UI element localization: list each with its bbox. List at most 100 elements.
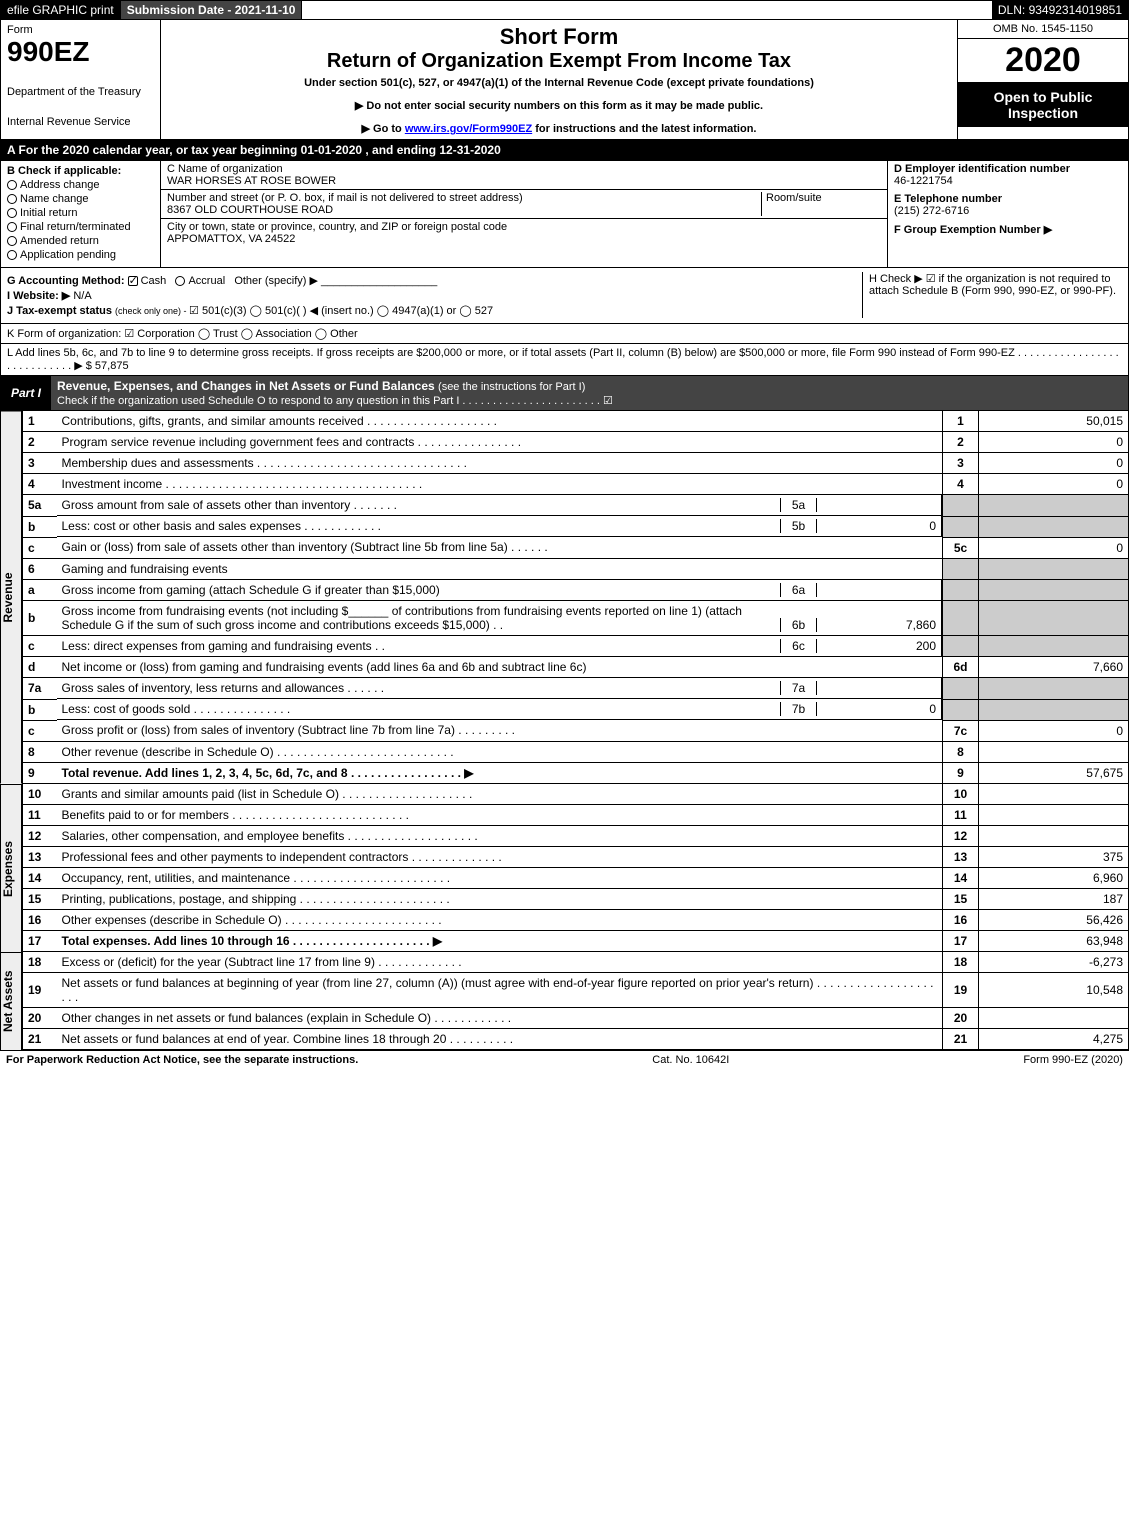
part-i-tag: Part I — [1, 383, 51, 403]
street-value: 8367 OLD COURTHOUSE ROAD — [167, 204, 761, 216]
table-row: 4Investment income . . . . . . . . . . .… — [23, 474, 1129, 495]
table-row: 8Other revenue (describe in Schedule O) … — [23, 741, 1129, 762]
ghij-block: G Accounting Method: Cash Accrual Other … — [0, 268, 1129, 324]
line-i-label: I Website: ▶ — [7, 290, 70, 302]
goto-link-line: ▶ Go to www.irs.gov/Form990EZ for instru… — [169, 122, 949, 135]
box-b-header: B Check if applicable: — [7, 165, 154, 177]
table-row: 13Professional fees and other payments t… — [23, 846, 1129, 867]
table-row: dNet income or (loss) from gaming and fu… — [23, 657, 1129, 678]
chk-final-return[interactable] — [7, 222, 17, 232]
opt-application-pending: Application pending — [20, 249, 116, 261]
submission-date: Submission Date - 2021-11-10 — [121, 1, 303, 19]
dept-treasury: Department of the Treasury — [7, 86, 154, 98]
table-row: bLess: cost or other basis and sales exp… — [23, 516, 1129, 537]
dept-irs: Internal Revenue Service — [7, 116, 154, 128]
table-row: 1Contributions, gifts, grants, and simil… — [23, 411, 1129, 432]
table-row: 12Salaries, other compensation, and empl… — [23, 825, 1129, 846]
form-word: Form — [7, 24, 154, 36]
part-i-header: Part I Revenue, Expenses, and Changes in… — [0, 376, 1129, 411]
table-row: aGross income from gaming (attach Schedu… — [23, 579, 1129, 601]
tel-label: E Telephone number — [894, 193, 1122, 205]
tel-value: (215) 272-6716 — [894, 205, 1122, 217]
opt-amended-return: Amended return — [20, 235, 99, 247]
opt-name-change: Name change — [20, 193, 89, 205]
goto-post: for instructions and the latest informat… — [532, 123, 756, 135]
efile-print-label[interactable]: efile GRAPHIC print — [1, 1, 121, 19]
expenses-table: 10Grants and similar amounts paid (list … — [22, 784, 1129, 952]
pra-notice: For Paperwork Reduction Act Notice, see … — [6, 1054, 358, 1066]
dln-label: DLN: 93492314019851 — [992, 1, 1128, 19]
ein-label: D Employer identification number — [894, 163, 1122, 175]
goto-pre: ▶ Go to — [362, 123, 405, 135]
short-form-title: Short Form — [169, 24, 949, 50]
table-row: 5aGross amount from sale of assets other… — [23, 495, 1129, 517]
table-row: 18Excess or (deficit) for the year (Subt… — [23, 952, 1129, 973]
opt-other: Other (specify) ▶ — [234, 275, 318, 287]
line-a-tax-year: A For the 2020 calendar year, or tax yea… — [0, 140, 1129, 161]
table-row: 3Membership dues and assessments . . . .… — [23, 453, 1129, 474]
table-row: 17Total expenses. Add lines 10 through 1… — [23, 930, 1129, 951]
room-suite-label: Room/suite — [761, 192, 881, 216]
line-k: K Form of organization: ☑ Corporation ◯ … — [0, 324, 1129, 344]
org-name-label: C Name of organization — [167, 163, 881, 175]
cat-number: Cat. No. 10642I — [652, 1054, 729, 1066]
city-value: APPOMATTOX, VA 24522 — [167, 233, 881, 245]
street-label: Number and street (or P. O. box, if mail… — [167, 192, 761, 204]
table-row: 11Benefits paid to or for members . . . … — [23, 804, 1129, 825]
netassets-side-label: Net Assets — [0, 952, 22, 1050]
chk-amended-return[interactable] — [7, 236, 17, 246]
form-header: Form 990EZ Department of the Treasury In… — [0, 20, 1129, 140]
ssn-warning: ▶ Do not enter social security numbers o… — [169, 99, 949, 112]
tax-year: 2020 — [958, 39, 1128, 83]
line-g-label: G Accounting Method: — [7, 275, 125, 287]
website-value: N/A — [73, 290, 91, 302]
part-i-title: Revenue, Expenses, and Changes in Net As… — [57, 379, 438, 393]
table-row: 14Occupancy, rent, utilities, and mainte… — [23, 867, 1129, 888]
chk-name-change[interactable] — [7, 194, 17, 204]
opt-final-return: Final return/terminated — [20, 221, 131, 233]
chk-address-change[interactable] — [7, 180, 17, 190]
table-row: 10Grants and similar amounts paid (list … — [23, 784, 1129, 805]
table-row: 21Net assets or fund balances at end of … — [23, 1028, 1129, 1049]
box-def: D Employer identification number 46-1221… — [888, 161, 1128, 267]
table-row: cGross profit or (loss) from sales of in… — [23, 720, 1129, 741]
table-row: 9Total revenue. Add lines 1, 2, 3, 4, 5c… — [23, 762, 1129, 783]
form-number: 990EZ — [7, 36, 154, 68]
main-title: Return of Organization Exempt From Incom… — [169, 50, 949, 73]
form-code: Form 990-EZ (2020) — [1023, 1054, 1123, 1066]
bcd-row: B Check if applicable: Address change Na… — [0, 161, 1129, 268]
revenue-table: 1Contributions, gifts, grants, and simil… — [22, 411, 1129, 784]
chk-cash[interactable] — [128, 276, 138, 286]
table-row: 6Gaming and fundraising events — [23, 558, 1129, 579]
part-i-check: Check if the organization used Schedule … — [57, 395, 613, 407]
city-label: City or town, state or province, country… — [167, 221, 881, 233]
part-i-sub: (see the instructions for Part I) — [438, 381, 585, 393]
table-row: bLess: cost of goods sold . . . . . . . … — [23, 699, 1129, 720]
line-j-small: (check only one) - — [115, 306, 189, 316]
chk-initial-return[interactable] — [7, 208, 17, 218]
opt-address-change: Address change — [20, 179, 100, 191]
under-section: Under section 501(c), 527, or 4947(a)(1)… — [169, 77, 949, 89]
chk-accrual[interactable] — [175, 276, 185, 286]
org-name: WAR HORSES AT ROSE BOWER — [167, 175, 881, 187]
table-row: bGross income from fundraising events (n… — [23, 601, 1129, 636]
footer: For Paperwork Reduction Act Notice, see … — [0, 1050, 1129, 1069]
chk-application-pending[interactable] — [7, 250, 17, 260]
line-j-pre: J Tax-exempt status — [7, 305, 115, 317]
netassets-table: 18Excess or (deficit) for the year (Subt… — [22, 952, 1129, 1050]
table-row: 15Printing, publications, postage, and s… — [23, 888, 1129, 909]
table-row: 2Program service revenue including gover… — [23, 432, 1129, 453]
opt-initial-return: Initial return — [20, 207, 77, 219]
opt-accrual: Accrual — [188, 275, 225, 287]
table-row: 16Other expenses (describe in Schedule O… — [23, 909, 1129, 930]
irs-link[interactable]: www.irs.gov/Form990EZ — [405, 123, 532, 135]
box-c: C Name of organization WAR HORSES AT ROS… — [161, 161, 888, 267]
expenses-side-label: Expenses — [0, 784, 22, 952]
ein-value: 46-1221754 — [894, 175, 1122, 187]
table-row: 7aGross sales of inventory, less returns… — [23, 678, 1129, 700]
group-exemption-label: F Group Exemption Number ▶ — [894, 223, 1122, 236]
opt-cash: Cash — [141, 275, 167, 287]
table-row: 20Other changes in net assets or fund ba… — [23, 1007, 1129, 1028]
line-h: H Check ▶ ☑ if the organization is not r… — [862, 272, 1122, 318]
table-row: cGain or (loss) from sale of assets othe… — [23, 537, 1129, 558]
